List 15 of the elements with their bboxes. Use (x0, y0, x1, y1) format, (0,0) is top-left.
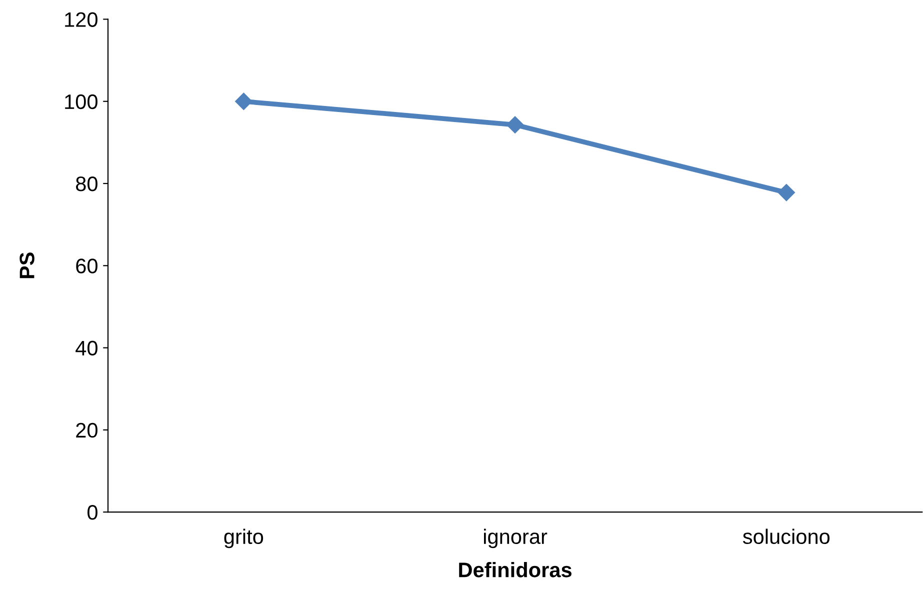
y-tick-label: 120 (65, 12, 98, 27)
x-tick-label: ignorar (484, 528, 548, 548)
y-tick-label: 100 (65, 94, 98, 110)
y-tick-label: 80 (76, 176, 98, 192)
x-tick-label: soluciono (742, 528, 830, 544)
y-axis-title: PS (20, 252, 34, 278)
x-tick-label: grito (224, 528, 264, 548)
point (778, 184, 795, 202)
point (235, 92, 252, 110)
y-tick-label: 20 (76, 422, 98, 438)
y-tick-label: 0 (87, 505, 98, 520)
y-tick-label: 40 (76, 340, 98, 356)
y-tick-label: 60 (76, 258, 98, 274)
x-axis-title: Definidoras (459, 562, 572, 578)
point (506, 116, 524, 134)
